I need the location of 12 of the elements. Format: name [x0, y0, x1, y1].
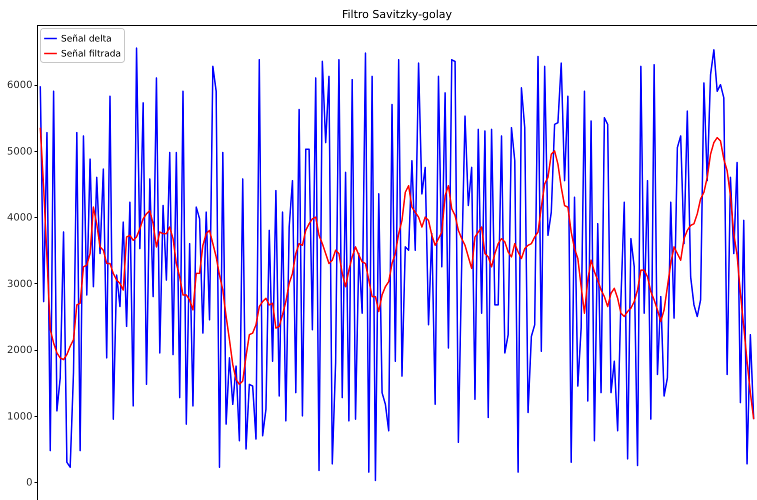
y-tick-label: 5000 [7, 146, 32, 158]
line-series [40, 47, 754, 482]
y-tick-label: 4000 [7, 212, 32, 224]
y-tick-label: 0 [26, 478, 32, 489]
chart-title: Filtro Savitzky-golay [342, 8, 453, 21]
y-tick-label: 3000 [7, 278, 32, 290]
legend-label: Señal filtrada [61, 50, 121, 60]
y-tick-label: 1000 [7, 411, 32, 422]
line-series [40, 126, 754, 420]
legend-label: Señal delta [61, 34, 112, 44]
y-tick-label: 6000 [7, 80, 32, 92]
y-tick-label: 2000 [7, 345, 32, 356]
